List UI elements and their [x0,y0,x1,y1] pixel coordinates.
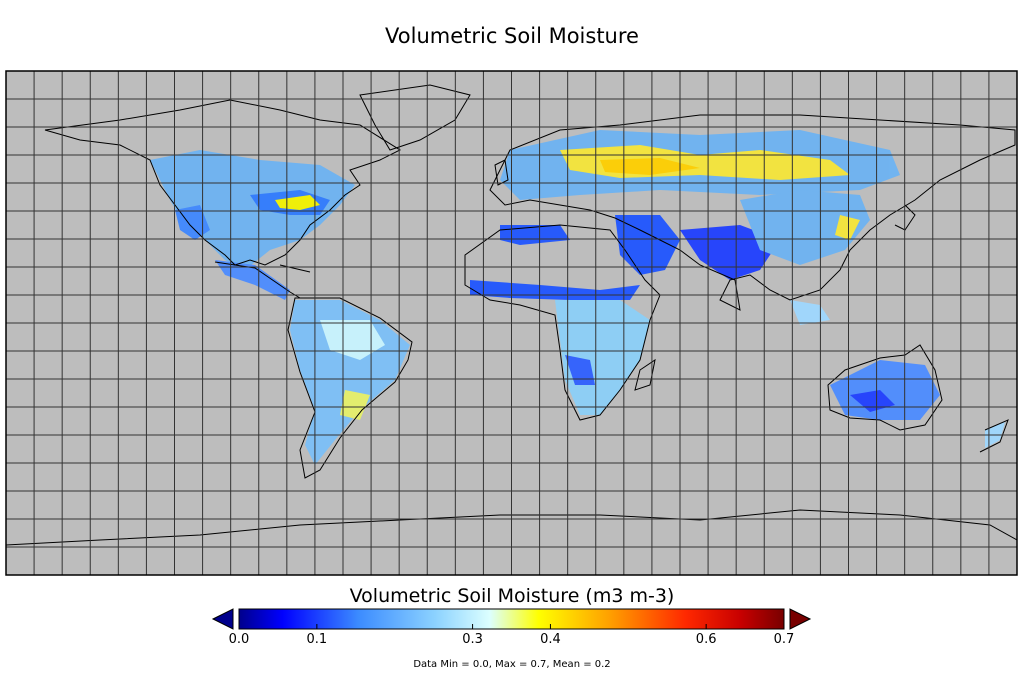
colorbar-gradient [238,608,785,630]
colorbar-max-arrow [789,608,812,630]
map-title: Volumetric Soil Moisture [385,24,639,48]
colorbar-tick-label: 0.7 [773,632,795,647]
map-frame [5,70,1018,576]
colorbar [211,608,812,630]
colorbar-ticks [238,624,785,629]
colorbar-tick-label: 0.4 [540,632,561,647]
colorbar-tick-label: 0.6 [695,632,717,647]
graticule [6,71,1017,575]
colorbar-tick-label: 0.1 [306,632,328,647]
data-stats: Data Min = 0.0, Max = 0.7, Mean = 0.2 [413,659,611,670]
colorbar-tick-label: 0.3 [462,632,483,647]
moisture-data-layer [150,130,1005,465]
coastlines [6,84,1017,546]
colorbar-min-arrow [211,608,234,630]
colorbar-tick-label: 0.0 [228,632,250,647]
colorbar-title: Volumetric Soil Moisture (m3 m-3) [349,585,675,607]
